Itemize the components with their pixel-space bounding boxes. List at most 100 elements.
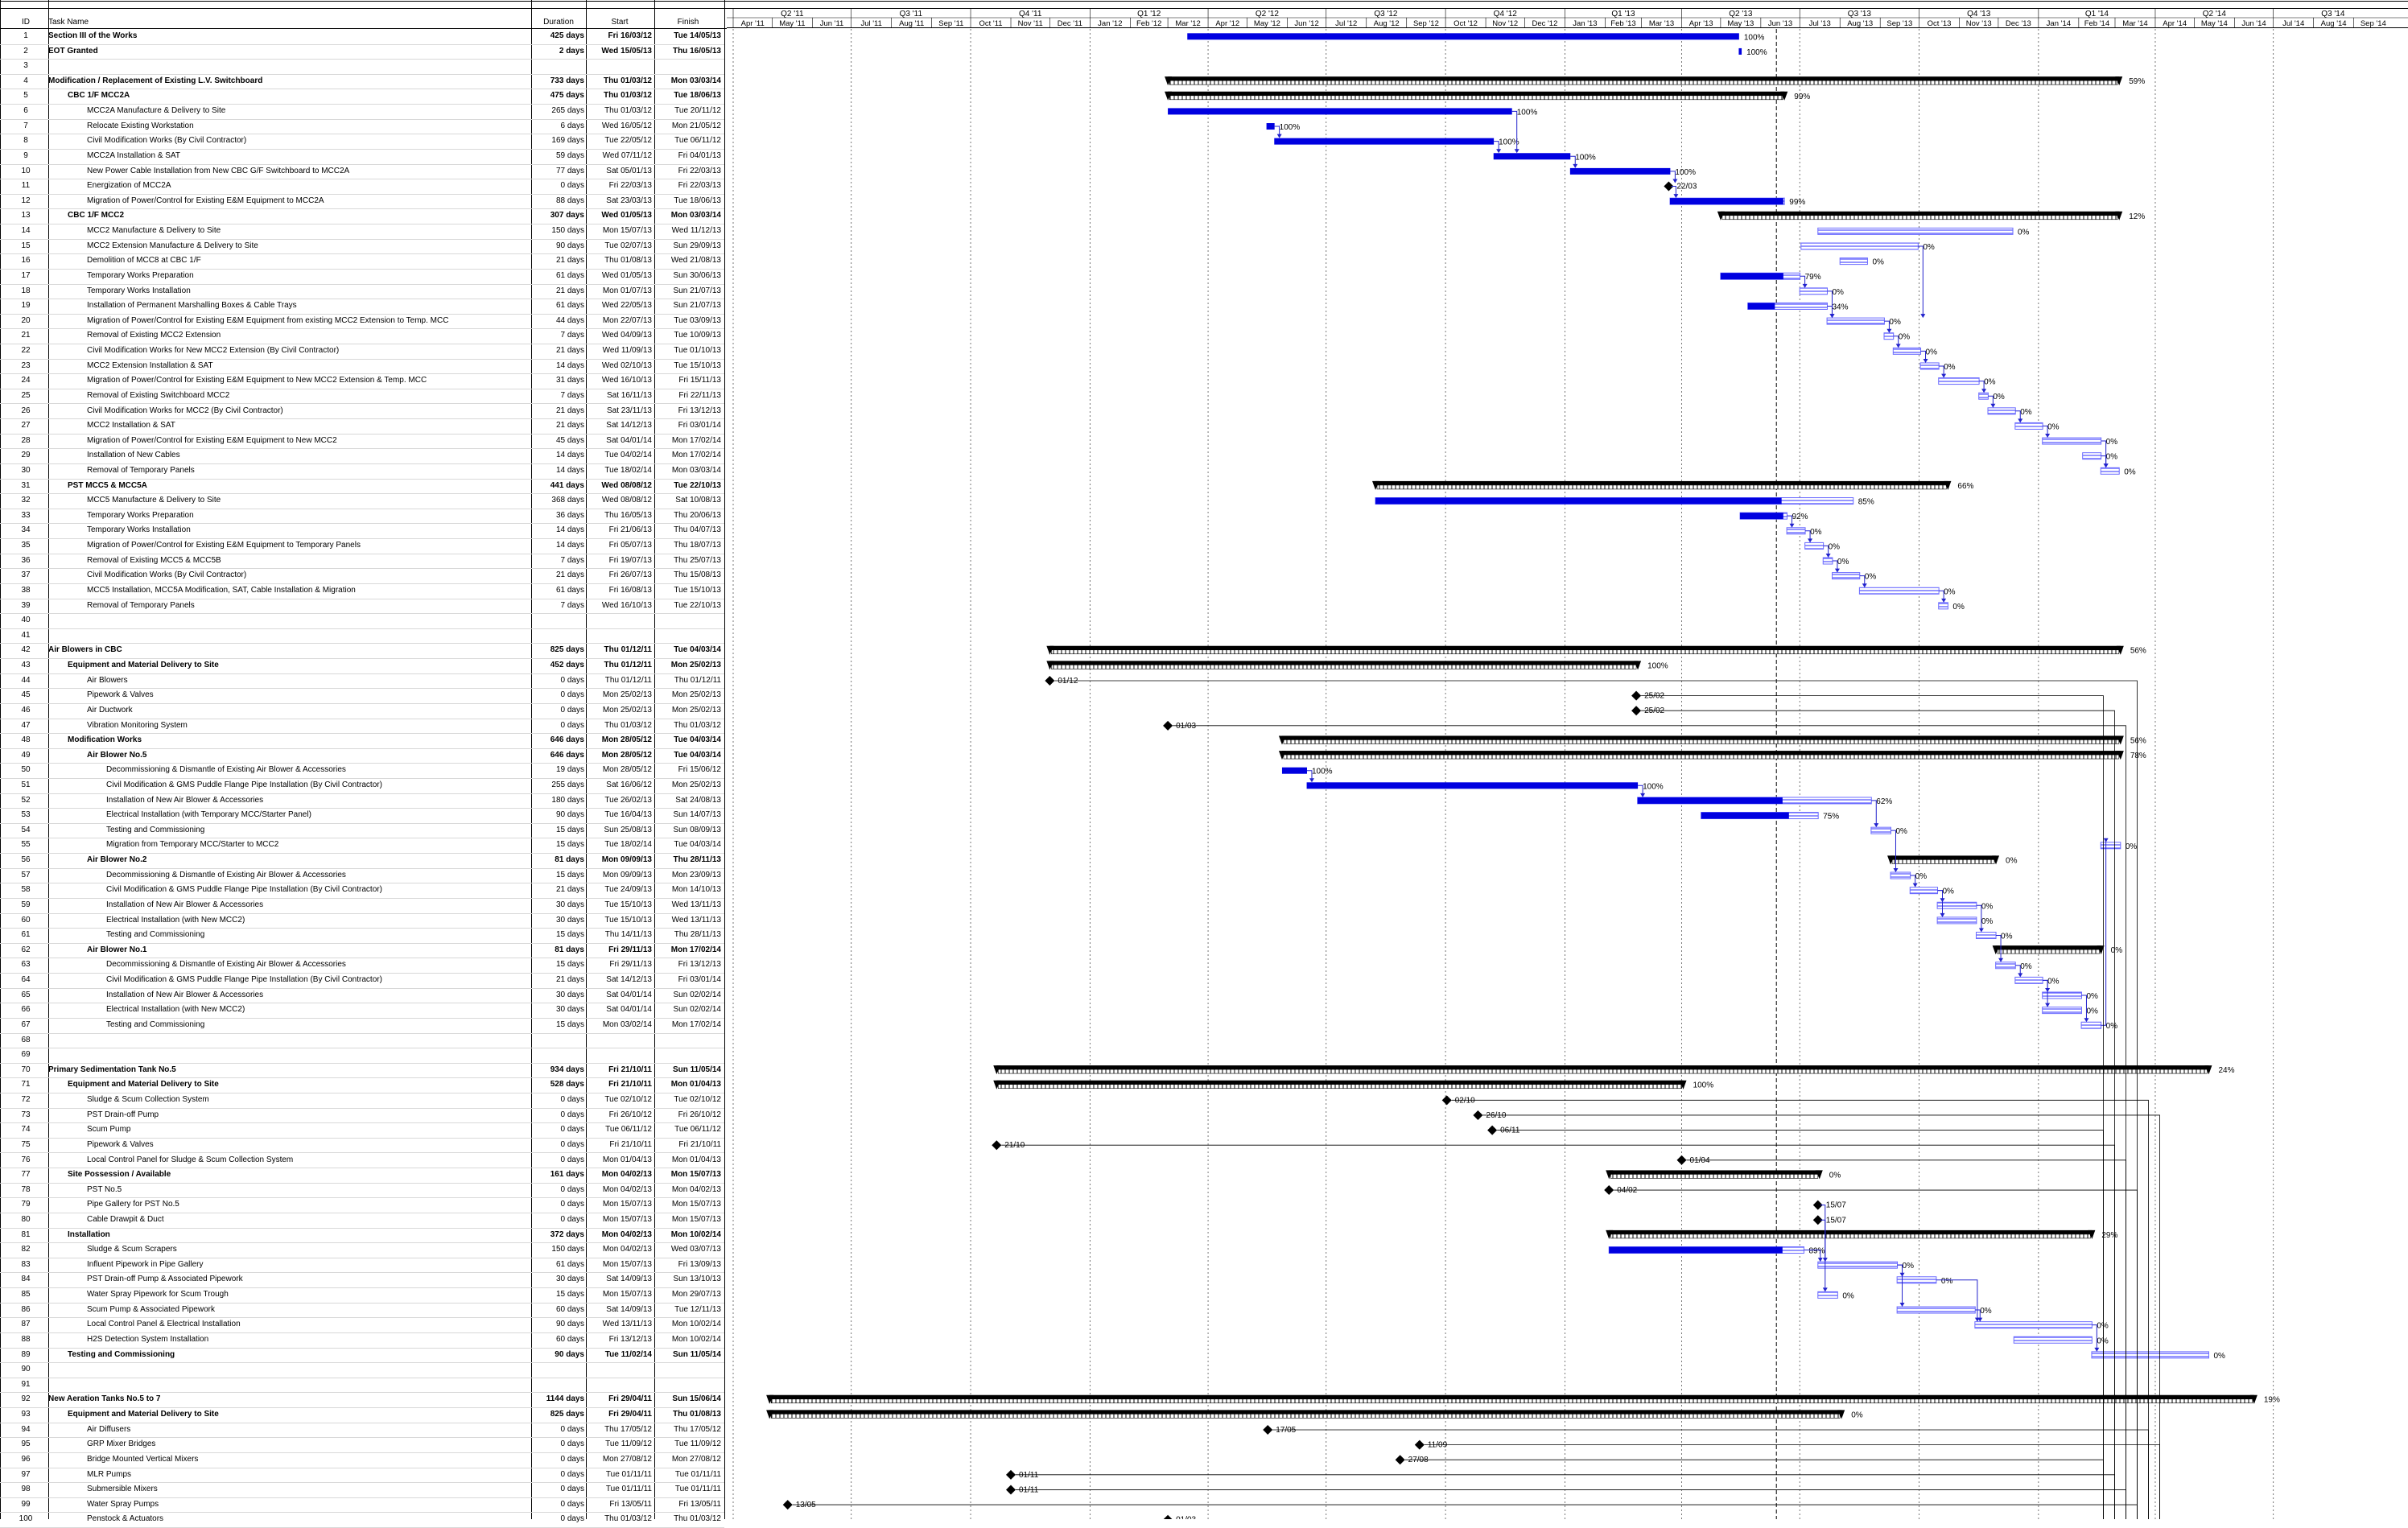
table-row[interactable]: 49 Air Blower No.5 646 days Mon 28/05/12 Tue… xyxy=(0,748,724,764)
task-duration[interactable]: 0 days xyxy=(560,1454,584,1464)
table-row[interactable]: 10 New Power Cable Installation from New … xyxy=(0,164,724,180)
task-start[interactable]: Fri 26/10/12 xyxy=(608,1110,652,1119)
milestone-diamond[interactable] xyxy=(1414,1439,1425,1450)
task-start[interactable]: Sat 14/12/13 xyxy=(606,421,652,430)
task-start[interactable]: Tue 11/02/14 xyxy=(604,1349,652,1359)
task-start[interactable]: Tue 24/09/13 xyxy=(604,885,652,895)
task-finish[interactable]: Sun 15/06/14 xyxy=(672,1394,721,1404)
task-start[interactable]: Mon 15/07/13 xyxy=(602,1259,652,1269)
task-bar[interactable] xyxy=(2014,976,2043,984)
milestone-diamond[interactable] xyxy=(1006,1485,1016,1495)
table-row[interactable]: 27 MCC2 Installation & SAT 21 days Sat 14/1… xyxy=(0,418,724,435)
task-finish[interactable]: Mon 10/02/14 xyxy=(671,1334,721,1344)
task-start[interactable]: Mon 03/02/14 xyxy=(602,1019,652,1029)
task-finish[interactable]: Thu 16/05/13 xyxy=(672,46,721,56)
task-name[interactable]: Migration from Temporary MCC/Starter to … xyxy=(106,840,279,850)
task-name[interactable]: Air Ductwork xyxy=(87,705,133,715)
task-start[interactable]: Mon 22/07/13 xyxy=(602,315,652,325)
task-duration[interactable]: 14 days xyxy=(555,525,584,535)
task-finish[interactable]: Thu 28/11/13 xyxy=(674,930,721,940)
task-duration[interactable] xyxy=(533,1362,584,1378)
task-duration[interactable]: 14 days xyxy=(555,360,584,370)
task-duration[interactable]: 0 days xyxy=(560,705,584,715)
task-progress-bar[interactable] xyxy=(1281,767,1307,774)
table-row[interactable]: 84 PST Drain-off Pump & Associated Pipewo… xyxy=(0,1272,724,1289)
milestone-diamond[interactable] xyxy=(1006,1469,1016,1480)
task-finish[interactable]: Fri 22/11/13 xyxy=(678,390,721,400)
task-finish[interactable]: Sat 24/08/13 xyxy=(675,795,721,805)
task-finish[interactable]: Mon 03/03/14 xyxy=(671,465,721,475)
task-start[interactable]: Mon 09/09/13 xyxy=(601,855,652,865)
task-start[interactable]: Fri 21/10/11 xyxy=(609,1139,652,1149)
milestone-diamond[interactable] xyxy=(1395,1455,1405,1465)
task-start[interactable]: Wed 02/10/13 xyxy=(601,360,652,370)
task-duration[interactable]: 150 days xyxy=(551,1245,584,1254)
task-name[interactable]: Primary Sedimentation Tank No.5 xyxy=(48,1065,176,1074)
task-finish[interactable]: Tue 06/11/12 xyxy=(674,136,721,146)
task-duration[interactable]: 61 days xyxy=(555,1259,584,1269)
table-row[interactable]: 2 EOT Granted 2 days Wed 15/05/13 Thu 16/05/… xyxy=(0,44,724,60)
task-name[interactable]: Energization of MCC2A xyxy=(87,181,171,191)
task-finish[interactable]: Tue 01/11/11 xyxy=(674,1469,721,1479)
task-name[interactable]: Scum Pump & Associated Pipework xyxy=(87,1304,215,1314)
task-bar[interactable] xyxy=(2082,452,2102,460)
task-name[interactable]: Testing and Commissioning xyxy=(106,930,205,940)
task-finish[interactable]: Sun 21/07/13 xyxy=(673,286,722,295)
task-name[interactable]: Site Possession / Available xyxy=(68,1170,171,1180)
task-start[interactable]: Thu 17/05/12 xyxy=(604,1424,652,1434)
task-duration[interactable]: 61 days xyxy=(555,585,584,595)
task-duration[interactable]: 0 days xyxy=(560,1439,584,1449)
table-row[interactable]: 59 Installation of New Air Blower & Acces… xyxy=(0,898,724,914)
task-finish[interactable]: Mon 25/02/13 xyxy=(671,690,721,700)
table-row[interactable]: 20 Migration of Power/Control for Existin… xyxy=(0,314,724,330)
task-start[interactable]: Wed 01/05/13 xyxy=(601,211,652,220)
summary-bar[interactable] xyxy=(1168,76,2120,81)
task-start[interactable]: Fri 16/03/12 xyxy=(608,31,652,40)
task-start[interactable]: Wed 16/10/13 xyxy=(601,600,652,610)
table-row[interactable]: 64 Civil Modification & GMS Puddle Flange… xyxy=(0,973,724,989)
task-finish[interactable]: Mon 17/02/14 xyxy=(670,945,721,954)
task-start[interactable]: Sat 16/06/12 xyxy=(606,780,652,789)
task-progress-bar[interactable] xyxy=(1670,198,1783,205)
table-row[interactable]: 57 Decommissioning & Dismantle of Existin… xyxy=(0,868,724,884)
task-finish[interactable]: Sun 02/02/14 xyxy=(673,1005,722,1015)
task-name[interactable]: Civil Modification & GMS Puddle Flange P… xyxy=(106,885,382,895)
task-duration[interactable]: 1144 days xyxy=(546,1394,584,1404)
task-name[interactable]: Installation of New Air Blower & Accesso… xyxy=(106,900,264,909)
column-header-finish[interactable]: Finish xyxy=(677,18,699,27)
task-start[interactable]: Mon 04/02/13 xyxy=(602,1184,652,1194)
task-name[interactable]: Air Blower No.2 xyxy=(87,855,147,865)
task-progress-bar[interactable] xyxy=(1609,1246,1783,1254)
table-row[interactable]: 91 xyxy=(0,1378,724,1394)
task-finish[interactable]: Mon 15/07/13 xyxy=(671,1214,721,1224)
table-row[interactable]: 86 Scum Pump & Associated Pipework 60 days… xyxy=(0,1303,724,1319)
task-duration[interactable]: 7 days xyxy=(560,331,584,340)
task-duration[interactable]: 90 days xyxy=(555,1320,584,1329)
task-bar[interactable] xyxy=(1938,377,1980,385)
milestone-diamond[interactable] xyxy=(1676,1155,1687,1165)
task-bar[interactable] xyxy=(2080,1021,2102,1029)
table-row[interactable]: 92 New Aeration Tanks No.5 to 7 1144 days F… xyxy=(0,1392,724,1409)
task-duration[interactable]: 90 days xyxy=(555,810,584,820)
task-start[interactable]: Wed 16/05/12 xyxy=(601,121,652,130)
task-finish[interactable]: Mon 03/03/14 xyxy=(670,76,721,85)
task-duration[interactable]: 825 days xyxy=(550,645,584,655)
task-name[interactable]: Installation of New Cables xyxy=(87,451,180,460)
milestone-diamond[interactable] xyxy=(1441,1095,1452,1106)
table-row[interactable]: 54 Testing and Commissioning 15 days Sun 25… xyxy=(0,823,724,839)
task-start[interactable]: Sat 14/09/13 xyxy=(606,1304,652,1314)
task-finish[interactable]: Thu 01/03/12 xyxy=(674,1514,721,1524)
task-name[interactable]: Testing and Commissioning xyxy=(106,1019,205,1029)
task-progress-bar[interactable] xyxy=(1747,303,1775,310)
task-bar[interactable] xyxy=(1896,1276,1937,1284)
task-bar[interactable] xyxy=(2042,1007,2082,1015)
table-row[interactable]: 68 xyxy=(0,1033,724,1049)
task-finish[interactable]: Tue 22/10/13 xyxy=(674,600,721,610)
task-name[interactable]: Migration of Power/Control for Existing … xyxy=(87,196,324,205)
table-row[interactable]: 30 Removal of Temporary Panels 14 days Tue … xyxy=(0,463,724,480)
task-name[interactable]: EOT Granted xyxy=(48,46,98,56)
task-name[interactable]: Decommissioning & Dismantle of Existing … xyxy=(106,960,346,970)
task-duration[interactable]: 7 days xyxy=(560,600,584,610)
task-name[interactable]: Pipe Gallery for PST No.5 xyxy=(87,1200,179,1209)
task-bar[interactable] xyxy=(1995,962,2016,970)
